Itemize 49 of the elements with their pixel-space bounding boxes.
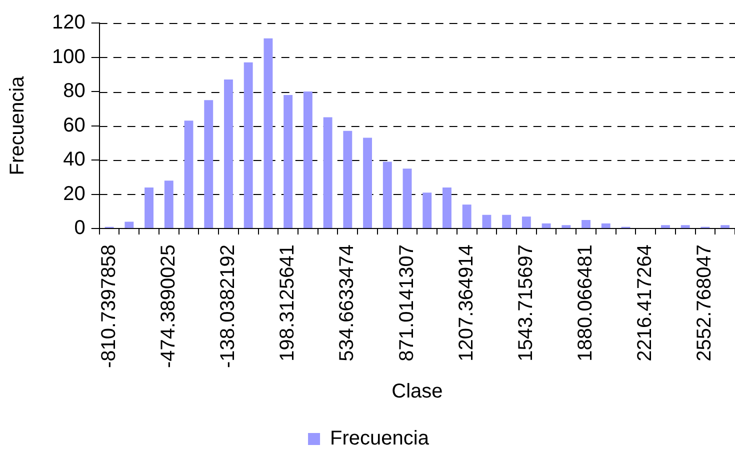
bar	[462, 204, 472, 228]
x-tick-label: 1207.364914	[455, 244, 478, 362]
bar	[482, 214, 492, 228]
bar	[562, 225, 571, 228]
bar	[303, 92, 312, 228]
bar	[720, 225, 730, 228]
bar	[442, 187, 452, 228]
bar	[582, 220, 590, 228]
y-axis-title: Frecuencia	[6, 75, 29, 176]
legend-label: Frecuencia	[330, 428, 430, 449]
bar	[124, 222, 134, 228]
y-tick-label: 0	[74, 217, 86, 240]
y-tick-label: 100	[52, 46, 86, 68]
y-tick-label: 40	[63, 148, 86, 171]
bar	[522, 216, 531, 228]
x-tick-label: -138.0382192	[216, 244, 239, 368]
bar	[601, 223, 610, 228]
bar	[343, 130, 352, 228]
bar	[402, 168, 412, 228]
bar	[382, 162, 392, 228]
bar	[680, 225, 690, 228]
bar	[144, 187, 154, 228]
x-tick-label: -810.7397858	[98, 244, 120, 368]
bar	[204, 100, 214, 228]
x-tick-label: 534.6633474	[336, 244, 358, 362]
bar	[422, 192, 432, 228]
bar	[224, 80, 233, 228]
bar	[363, 138, 372, 228]
bar	[542, 223, 551, 228]
y-tick-label: 120	[52, 12, 86, 34]
x-tick-label: 1543.715697	[514, 244, 537, 362]
bar	[284, 94, 293, 228]
x-axis-title: Clase	[392, 380, 443, 403]
x-tick-label: 871.0141307	[396, 244, 418, 362]
x-tick-label: 2552.768047	[694, 244, 716, 362]
x-tick-label: 198.3125641	[276, 244, 299, 362]
bar	[244, 62, 253, 228]
bar	[323, 117, 332, 228]
bar	[164, 180, 174, 228]
bar	[502, 214, 512, 228]
x-tick-label: 2216.417264	[634, 244, 656, 362]
bar	[661, 225, 670, 228]
x-tick-label: -474.3890025	[157, 244, 180, 368]
y-tick-label: 60	[63, 114, 86, 136]
bar	[184, 120, 194, 228]
bar	[264, 38, 273, 228]
x-tick-label: 1880.066481	[574, 244, 597, 362]
y-tick-label: 20	[63, 182, 86, 205]
y-tick-label: 80	[63, 80, 86, 102]
